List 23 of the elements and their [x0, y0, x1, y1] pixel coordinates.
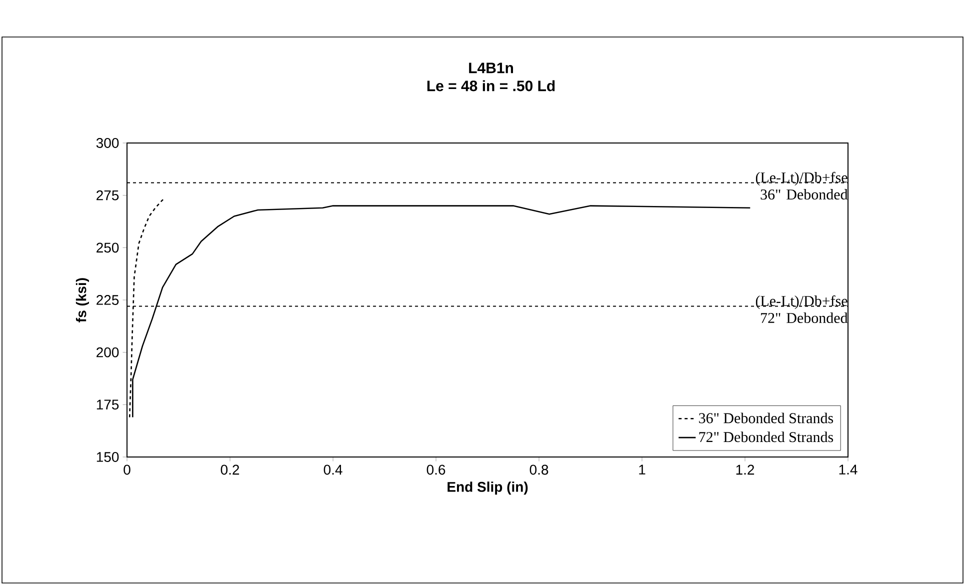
- x-tick-label: 0: [124, 464, 130, 475]
- y-tick-label: 175: [96, 400, 119, 410]
- chart-title: L4B1n: [469, 62, 513, 74]
- x-tick-label: 1.4: [839, 464, 858, 474]
- x-tick-label: 0.8: [530, 464, 548, 475]
- chart-subtitle: Le = 48 in = .50 Ld: [427, 80, 555, 92]
- x-axis-title: End Slip (in): [448, 482, 528, 495]
- x-tick-label: 1.2: [736, 464, 754, 475]
- x-tick-label: 1: [639, 464, 646, 474]
- y-tick-label: 300: [96, 138, 119, 148]
- x-tick-label: 0.2: [220, 464, 240, 475]
- y-tick-label: 225: [96, 295, 119, 305]
- y-tick-label: 200: [96, 347, 119, 358]
- y-axis-title: fs (ksi): [76, 278, 89, 322]
- x-tick-label: 0.6: [426, 464, 446, 475]
- legend-label: 36" Debonded Strands: [699, 412, 834, 424]
- y-tick-label: 150: [96, 452, 119, 462]
- legend-label: 72" Debonded Strands: [699, 432, 834, 442]
- ref-line-label: (Le-Lt)/Db+fse 36" Debonded: [756, 172, 848, 200]
- ref-line-label: (Le-Lt)/Db+fse 72" Debonded: [756, 295, 848, 324]
- y-tick-label: 250: [96, 242, 119, 253]
- y-tick-label: 275: [96, 190, 119, 200]
- x-tick-label: 0.4: [324, 464, 342, 475]
